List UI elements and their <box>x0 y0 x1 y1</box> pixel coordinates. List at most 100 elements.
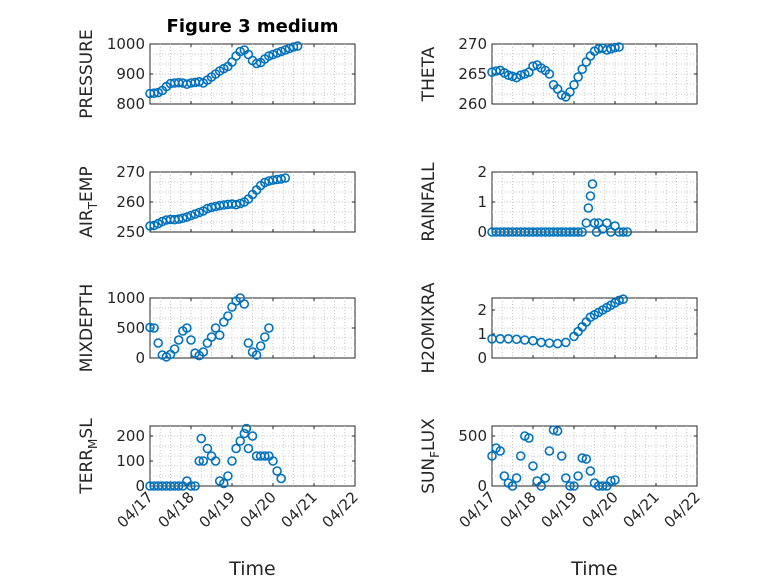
y-axis-label: SUNFLUX <box>419 418 442 494</box>
data-point <box>565 481 575 491</box>
series-markers <box>487 42 624 102</box>
data-point <box>577 64 588 74</box>
data-point <box>223 311 233 321</box>
data-point <box>280 173 291 183</box>
data-point <box>210 456 221 466</box>
x-tick-label: 04/21 <box>620 488 663 531</box>
data-point <box>268 456 278 466</box>
data-point <box>556 451 567 461</box>
data-point <box>618 227 629 237</box>
data-point <box>268 49 278 60</box>
data-point <box>280 45 291 55</box>
y-tick-label: 250 <box>116 223 145 241</box>
x-tick-label: 04/22 <box>319 488 362 531</box>
data-point <box>255 341 266 351</box>
series-markers <box>487 425 620 491</box>
data-point <box>515 451 526 461</box>
x-tick-label: 04/22 <box>661 488 704 531</box>
data-point <box>288 42 299 52</box>
y-tick-label: 100 <box>116 452 145 470</box>
data-point <box>544 446 555 456</box>
data-point <box>214 330 225 341</box>
axes-mixdepth: 0 500 1000 MIXDEPTH <box>77 284 356 373</box>
data-point <box>511 473 522 483</box>
data-point <box>190 209 200 219</box>
data-point <box>235 436 245 446</box>
series-markers <box>487 294 629 349</box>
data-point <box>536 481 547 491</box>
data-point <box>153 338 163 348</box>
data-point <box>552 426 563 436</box>
data-point <box>618 294 629 305</box>
data-point <box>210 323 221 333</box>
y-tick-label: 260 <box>116 193 145 211</box>
y-axis-label: H2OMIXRA <box>419 282 439 373</box>
y-tick-label: 270 <box>458 35 487 53</box>
data-point <box>198 456 209 466</box>
y-tick-label: 0 <box>135 349 145 367</box>
x-tick-label: 04/19 <box>538 488 581 531</box>
y-tick-label: 2 <box>477 163 487 181</box>
y-tick-label: 200 <box>116 427 145 445</box>
data-point <box>610 42 620 53</box>
series-markers <box>487 179 633 237</box>
y-tick-label: 1000 <box>107 289 145 307</box>
y-tick-label: 1 <box>477 325 487 343</box>
data-point <box>499 471 510 481</box>
data-point <box>259 332 270 342</box>
data-point <box>614 295 624 306</box>
axes-rainfall: 0 1 2 RAINFALL <box>419 162 698 242</box>
y-tick-label: 270 <box>116 163 145 181</box>
axes-pressure: 800 900 1000 PRESSURE Figure 3 medium <box>77 16 356 119</box>
data-point <box>190 481 200 491</box>
data-point <box>186 481 196 491</box>
data-point <box>178 213 188 223</box>
data-point <box>495 446 506 456</box>
data-point <box>272 48 282 58</box>
data-point <box>548 425 559 435</box>
data-point <box>173 335 184 345</box>
series-markers <box>145 423 287 491</box>
data-point <box>251 58 262 69</box>
axes-terr-msl: 010020004/1704/1804/1904/2004/2104/22TER… <box>77 418 362 580</box>
data-point <box>182 323 192 333</box>
data-point <box>196 433 207 444</box>
data-point <box>544 69 555 79</box>
series-markers <box>145 173 291 231</box>
data-point <box>528 461 538 471</box>
data-point <box>231 443 241 454</box>
data-point <box>569 481 579 491</box>
data-point <box>597 481 608 491</box>
y-tick-label: 0 <box>477 349 487 367</box>
data-point <box>565 87 575 97</box>
axes-theta: 260 265 270 THETA <box>419 35 698 113</box>
data-point <box>243 443 254 454</box>
data-point <box>194 456 204 466</box>
data-point <box>198 347 209 357</box>
x-tick-label: 04/18 <box>155 488 198 531</box>
data-point <box>585 191 596 201</box>
data-point <box>587 179 598 189</box>
data-point <box>272 466 282 476</box>
chart-title: Figure 3 medium <box>167 16 339 37</box>
data-point <box>145 322 155 333</box>
y-axis-label: MIXDEPTH <box>77 284 97 373</box>
data-point <box>276 46 287 57</box>
data-point <box>219 478 229 489</box>
y-tick-label: 265 <box>458 65 487 83</box>
x-tick-label: 04/20 <box>579 488 622 531</box>
data-point <box>276 174 287 184</box>
data-point <box>507 481 518 491</box>
data-point <box>601 218 612 228</box>
x-tick-label: 04/18 <box>497 488 540 531</box>
y-axis-label: TERRMSL <box>77 418 100 495</box>
y-axis-label: THETA <box>419 46 439 102</box>
axes-sun-flux: 050004/1704/1804/1904/2004/2104/22SUNFLU… <box>419 418 704 580</box>
data-point <box>284 43 295 54</box>
y-axis-label: AIRTEMP <box>77 166 100 237</box>
x-tick-label: 04/21 <box>278 488 321 531</box>
axes-air-temp: 250 260 270 AIRTEMP <box>77 163 356 241</box>
data-point <box>560 337 571 348</box>
data-point <box>577 453 588 463</box>
